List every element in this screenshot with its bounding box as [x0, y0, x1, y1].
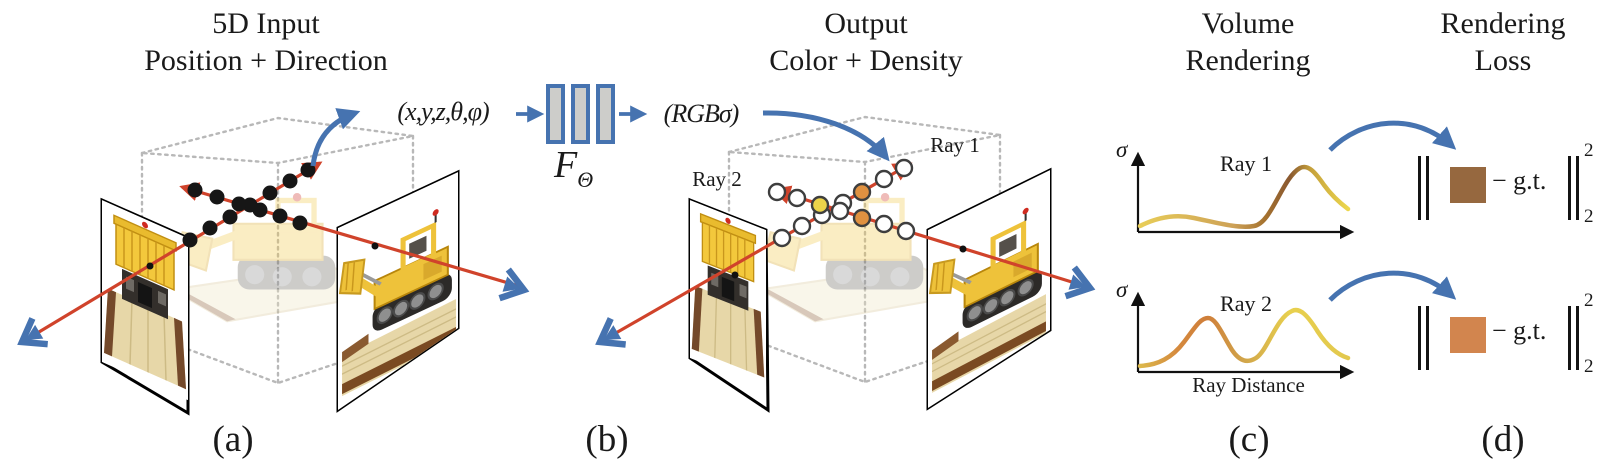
sample-points-black — [182, 162, 316, 248]
header-panel-b: Output Color + Density — [696, 5, 1036, 79]
density-plot-ray1 — [1130, 151, 1355, 240]
plot2-title: Ray 2 — [1220, 291, 1272, 316]
density-curve-ray2 — [1137, 307, 1351, 369]
caption-a: (a) — [212, 419, 254, 460]
header-panel-c: Volume Rendering — [1108, 5, 1388, 79]
panel-b-scene — [593, 110, 1095, 413]
pixel-dot — [959, 245, 967, 253]
header-b-line1: Output — [824, 7, 908, 40]
norm-subscript: 2 — [1584, 356, 1594, 377]
sample-point-orange — [852, 182, 872, 202]
norm-subscript: 2 — [1584, 206, 1594, 227]
ray-distance-axis-label: Ray Distance — [1192, 373, 1305, 397]
density-curve-ray1 — [1137, 164, 1351, 229]
arrow-ray1-to-loss — [1328, 120, 1457, 152]
mlp-layer-bar — [596, 84, 615, 144]
sigma-axis-label-2: σ — [1116, 277, 1128, 302]
pixel-dot — [146, 262, 154, 270]
pixel-dot — [731, 271, 739, 279]
output-rgb-sigma: (RGBσ) — [663, 99, 740, 128]
header-c-line1: Volume — [1201, 7, 1295, 40]
pixel-dot — [371, 242, 379, 250]
minus-gt-label: − g.t. — [1492, 166, 1547, 195]
header-d-line1: Rendering — [1440, 7, 1566, 40]
arrow-output-to-ray — [762, 110, 890, 162]
ray2-label: Ray 2 — [692, 167, 742, 191]
header-c-line2: Rendering — [1185, 44, 1311, 77]
network-theta-subscript: Θ — [577, 167, 594, 192]
rendered-color-swatch-orange — [1450, 317, 1486, 353]
sample-point-yellow — [810, 195, 830, 215]
loss-term-ray1: − g.t. 2 2 — [1418, 138, 1604, 234]
panel-a-scene — [14, 108, 528, 416]
ray1-label: Ray 1 — [930, 133, 980, 157]
caption-b: (b) — [585, 419, 629, 460]
mlp-layer-bar — [546, 84, 565, 144]
arrow-ray2-to-loss — [1328, 270, 1457, 302]
header-panel-a: 5D Input Position + Direction — [96, 5, 436, 79]
norm-superscript: 2 — [1584, 140, 1594, 161]
mlp-layer-bar — [571, 84, 590, 144]
header-a-line1: 5D Input — [212, 7, 320, 40]
norm-bars-right — [1568, 306, 1579, 370]
arrow-sample-to-input — [310, 108, 361, 167]
header-b-line2: Color + Density — [769, 44, 963, 77]
norm-bars-left — [1418, 156, 1429, 220]
mlp-network-icon — [546, 84, 615, 144]
caption-c: (c) — [1228, 419, 1270, 460]
rendered-color-swatch-brown — [1450, 167, 1486, 203]
density-plot-ray2 — [1130, 291, 1355, 380]
norm-superscript: 2 — [1584, 290, 1594, 311]
norm-bars-left — [1418, 306, 1429, 370]
header-d-line2: Loss — [1474, 44, 1532, 77]
sigma-axis-label-1: σ — [1116, 137, 1128, 162]
loss-term-ray2: − g.t. 2 2 — [1418, 288, 1604, 384]
plot1-title: Ray 1 — [1220, 151, 1272, 176]
caption-d: (d) — [1481, 419, 1525, 460]
header-a-line2: Position + Direction — [144, 44, 388, 77]
input-5d-coordinates: (x,y,z,θ,φ) — [397, 97, 489, 126]
sample-point-orange — [852, 208, 872, 228]
network-f: F — [554, 144, 578, 186]
minus-gt-label: − g.t. — [1492, 316, 1547, 345]
header-panel-d: Rendering Loss — [1363, 5, 1604, 79]
norm-bars-right — [1568, 156, 1579, 220]
network-symbol: FΘ — [554, 146, 593, 193]
